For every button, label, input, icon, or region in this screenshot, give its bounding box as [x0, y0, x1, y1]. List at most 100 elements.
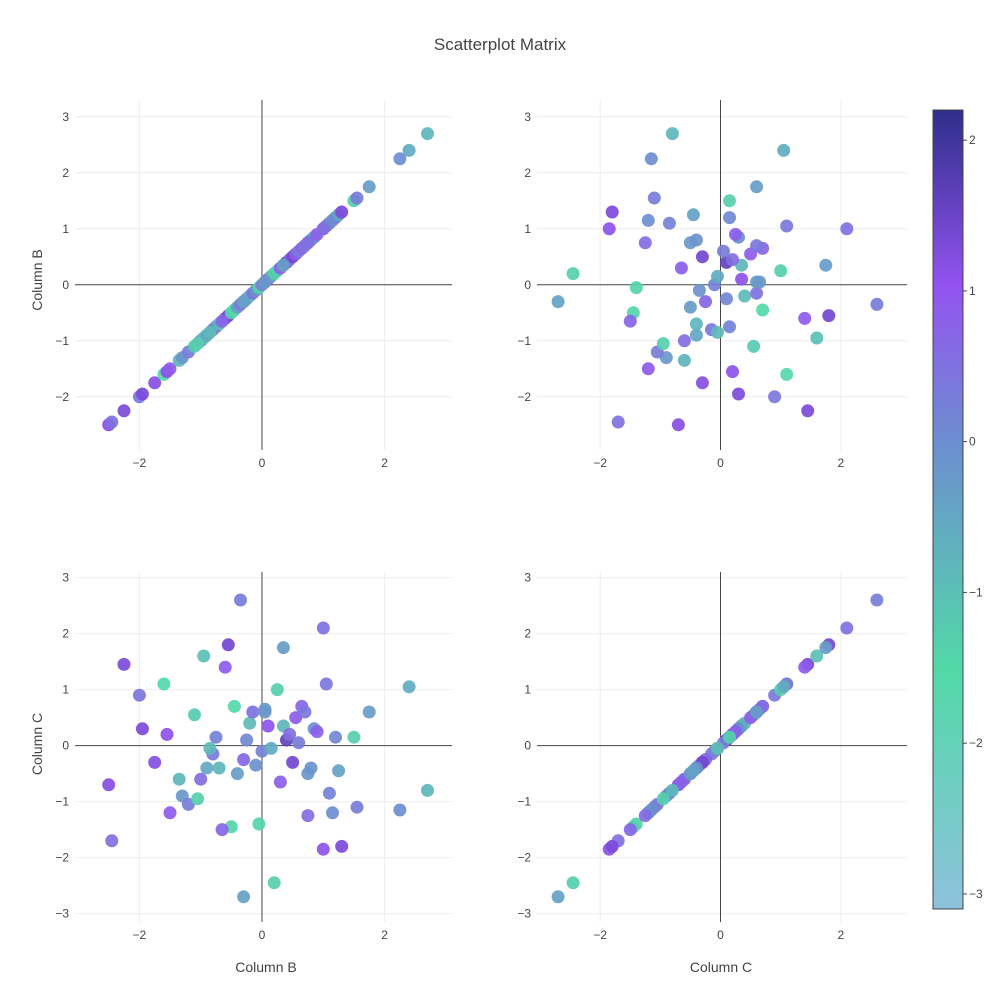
scatter-point — [188, 708, 201, 722]
scatter-point — [221, 638, 235, 652]
scatter-point — [738, 289, 752, 303]
colorbar — [932, 109, 964, 910]
y-tick-label: 1 — [62, 683, 69, 697]
y-tick-label: 1 — [62, 222, 69, 236]
scatter-point — [402, 680, 416, 694]
scatter-point — [301, 809, 315, 823]
scatter-point — [335, 839, 349, 853]
scatter-point — [777, 143, 791, 157]
y-tick-label: −2 — [55, 851, 69, 865]
scatter-point — [723, 730, 736, 744]
scatter-point — [810, 331, 824, 345]
scatter-point — [258, 705, 272, 719]
scatter-point — [695, 376, 709, 390]
scatter-point — [393, 152, 407, 166]
scatter-point — [798, 311, 812, 325]
scatter-point — [683, 300, 697, 314]
scatter-point — [163, 362, 177, 376]
scatter-point — [662, 216, 676, 230]
scatter-point — [723, 194, 736, 208]
y-tick-label: 2 — [62, 166, 69, 180]
scatter-point — [671, 418, 685, 432]
scatter-point — [393, 803, 407, 817]
scatter-point — [723, 320, 736, 334]
scatter-point — [641, 213, 655, 227]
scatter-point — [117, 404, 131, 418]
scatter-point — [258, 275, 272, 289]
y-axis-title: Column B — [29, 249, 45, 310]
scatter-point — [212, 761, 226, 775]
x-tick-label: 2 — [837, 456, 844, 470]
scatter-point — [261, 719, 275, 733]
scatter-point — [191, 337, 205, 351]
scatter-point — [273, 775, 287, 789]
scatter-point — [780, 367, 794, 381]
x-tick-label: 0 — [259, 456, 266, 470]
scatter-point — [298, 705, 312, 719]
colorbar-tick-label: −3 — [969, 887, 983, 901]
scatter-point — [711, 741, 724, 755]
scatter-point — [421, 127, 434, 141]
scatter-point — [304, 761, 318, 775]
scatter-point — [230, 767, 244, 781]
scatter-point — [243, 716, 257, 730]
scatter-point — [194, 772, 208, 786]
scatter-point — [656, 792, 670, 806]
scatter-point — [551, 890, 565, 904]
scatter-point — [777, 680, 791, 694]
scatter-point — [270, 683, 284, 697]
x-tick-label: 0 — [717, 928, 724, 942]
scatter-point — [310, 725, 324, 739]
scatter-point — [605, 205, 619, 219]
x-tick-label: 0 — [717, 456, 724, 470]
x-tick-label: −2 — [593, 456, 607, 470]
scatter-point — [350, 800, 364, 814]
scatter-point — [677, 334, 691, 348]
scatter-point — [148, 755, 162, 769]
scatter-point — [726, 365, 739, 379]
scatter-point — [641, 362, 655, 376]
scatter-point — [105, 415, 119, 429]
scatter-point — [711, 269, 724, 283]
scatter-point — [750, 705, 764, 719]
scatter-point — [870, 297, 884, 311]
scatter-point — [234, 593, 247, 607]
y-tick-label: 3 — [62, 571, 69, 585]
y-tick-label: 0 — [62, 278, 69, 292]
scatter-point — [316, 222, 330, 236]
y-tick-label: 1 — [524, 683, 531, 697]
y-tick-label: 3 — [524, 571, 531, 585]
scatter-point — [347, 730, 361, 744]
scatter-point — [699, 295, 712, 309]
scatter-point — [332, 764, 346, 778]
scatter-point — [665, 783, 679, 797]
scatter-point — [674, 775, 688, 789]
scatter-point — [674, 261, 688, 275]
scatter-point — [729, 227, 742, 241]
y-tick-label: 0 — [524, 739, 531, 753]
scatter-point — [329, 730, 342, 744]
scatter-point — [421, 783, 434, 797]
y-tick-label: 2 — [62, 627, 69, 641]
scatter-point — [350, 191, 364, 205]
scatter-point — [249, 758, 263, 772]
scatter-point — [267, 876, 281, 890]
scatter-point — [276, 258, 290, 272]
panel-1-1: −2 −1 0 1 2 3 −2 0 2 — [55, 100, 452, 470]
x-tick-label: −2 — [133, 456, 147, 470]
scatter-point — [623, 823, 637, 837]
scatter-point — [756, 303, 770, 317]
scatter-point — [750, 286, 764, 300]
scatter-point — [237, 753, 251, 767]
scatter-point — [316, 621, 330, 635]
scatter-point — [647, 191, 661, 205]
y-axis-title: Column C — [29, 713, 45, 775]
scatter-point — [203, 741, 217, 755]
scatter-point — [801, 404, 815, 418]
colorbar-tick-label: 1 — [969, 284, 976, 298]
panel-1-2: −2 −1 0 1 2 3 −2 0 2 — [517, 100, 907, 470]
scatter-point — [689, 317, 703, 331]
scatter-point — [692, 283, 706, 297]
scatter-point — [840, 621, 854, 635]
scatter-point — [301, 236, 315, 250]
